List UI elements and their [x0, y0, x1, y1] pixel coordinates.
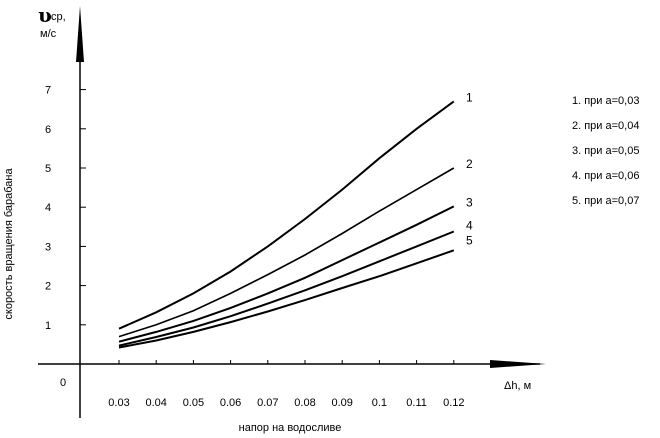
tick-labels: 1 2 3 4 5 6 7 0.03 0.04 0.05 0.06 0.07 0.08 0.09 0.1 0.… — [45, 85, 465, 409]
curve-label-5: 5 — [466, 233, 473, 247]
x-axis-title-bottom: напор на водосливе — [239, 422, 342, 434]
series-lines — [118, 100, 455, 349]
x-tick-label: 0.11 — [406, 397, 427, 409]
origin-label: 0 — [60, 377, 66, 389]
y-axis-arrow — [76, 6, 84, 62]
legend-item-2: 2. при а=0,04 — [572, 120, 639, 132]
x-tick-label: 0.12 — [443, 397, 464, 409]
y-axis-label-unit: м/с — [40, 28, 57, 40]
series-line-3 — [118, 205, 455, 343]
y-tick-label: 2 — [45, 281, 51, 293]
y-tick-label: 3 — [45, 241, 51, 253]
series-line-5 — [118, 249, 455, 349]
legend: 1. при а=0,03 2. при а=0,04 3. при а=0,05 4… — [572, 95, 639, 207]
legend-item-5: 5. при а=0,07 — [572, 195, 639, 207]
y-tick-label: 7 — [45, 85, 51, 97]
x-tick-label: 0.03 — [108, 397, 129, 409]
y-axis-side-label: скорость вращения барабана — [3, 168, 15, 320]
x-tick-label: 0.1 — [372, 397, 387, 409]
curve-label-1: 1 — [466, 90, 473, 104]
x-tick-label: 0.05 — [183, 397, 204, 409]
curve-labels: 1 2 3 45 — [466, 90, 473, 247]
legend-item-3: 3. при а=0,05 — [572, 145, 639, 157]
x-tick-label: 0.08 — [294, 397, 315, 409]
y-axis-label-sub: ср, — [51, 11, 66, 23]
legend-item-4: 4. при а=0,06 — [572, 170, 639, 182]
y-tick-label: 6 — [45, 124, 51, 136]
y-tick-label: 1 — [45, 320, 51, 332]
x-tick-label: 0.04 — [145, 397, 166, 409]
x-tick-label: 0.07 — [257, 397, 278, 409]
curve-label-2: 2 — [466, 157, 473, 171]
series-line-2 — [118, 167, 455, 338]
x-tick-label: 0.09 — [331, 397, 352, 409]
y-tick-label: 4 — [45, 202, 51, 214]
series-line-1 — [118, 100, 455, 330]
curve-label-3: 3 — [466, 195, 473, 209]
x-axis-arrow — [490, 360, 546, 368]
x-tick-label: 0.06 — [220, 397, 241, 409]
y-tick-label: 5 — [45, 163, 51, 175]
curve-label-4: 4 — [466, 219, 473, 233]
series-line-4 — [118, 230, 455, 347]
y-axis-label-symbol: υ — [38, 3, 52, 27]
x-axis-label: Δh, м — [504, 380, 531, 392]
legend-item-1: 1. при а=0,03 — [572, 95, 639, 107]
